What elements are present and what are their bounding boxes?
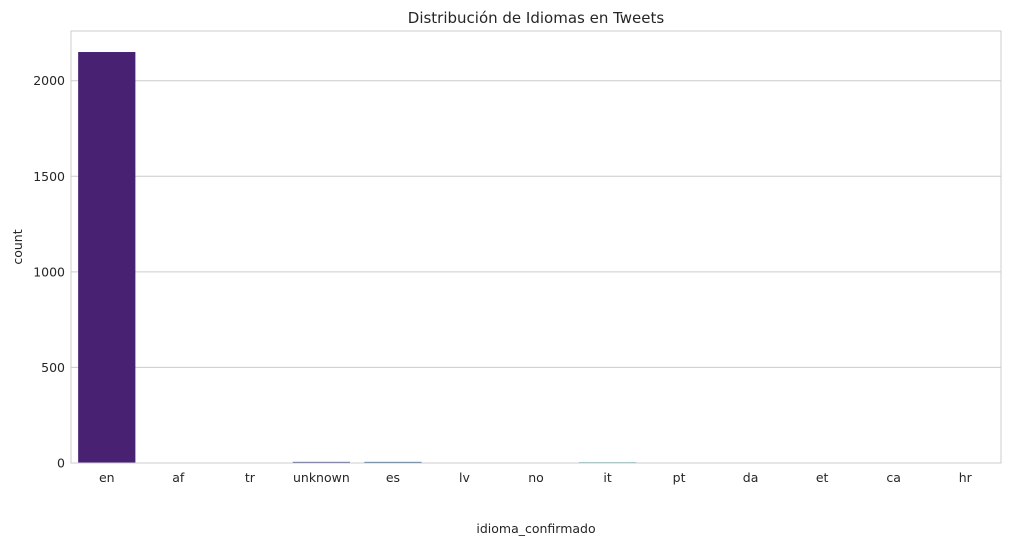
x-tick-label: hr bbox=[959, 470, 973, 485]
x-axis-label: idioma_confirmado bbox=[476, 521, 595, 536]
y-tick-labels: 0 500 1000 1500 2000 bbox=[33, 73, 65, 470]
x-tick-label: unknown bbox=[293, 470, 350, 485]
y-tick-label: 1500 bbox=[33, 169, 65, 184]
x-tick-labels: en af tr unknown es lv no it pt da et ca hr bbox=[99, 470, 973, 485]
y-axis-label: count bbox=[10, 229, 25, 264]
bars bbox=[78, 52, 994, 463]
x-tick-label: no bbox=[528, 470, 544, 485]
plot-frame bbox=[70, 30, 1002, 464]
x-tick-label: da bbox=[743, 470, 759, 485]
x-tick-label: af bbox=[172, 470, 185, 485]
x-tick-label: tr bbox=[245, 470, 256, 485]
bar-en bbox=[78, 52, 136, 463]
gridlines bbox=[71, 80, 1001, 464]
x-tick-label: lv bbox=[459, 470, 470, 485]
bar-unknown bbox=[292, 461, 350, 463]
x-tick-label: it bbox=[603, 470, 611, 485]
y-tick-label: 500 bbox=[41, 360, 65, 375]
bar-es bbox=[364, 461, 422, 463]
x-tick-label: es bbox=[386, 470, 400, 485]
y-tick-label: 2000 bbox=[33, 73, 65, 88]
x-tick-label: ca bbox=[886, 470, 901, 485]
y-tick-label: 1000 bbox=[33, 264, 65, 279]
x-tick-label: en bbox=[99, 470, 115, 485]
x-tick-label: pt bbox=[673, 470, 686, 485]
chart-title: Distribución de Idiomas en Tweets bbox=[408, 9, 665, 27]
y-tick-label: 0 bbox=[57, 456, 65, 471]
x-tick-label: et bbox=[816, 470, 829, 485]
